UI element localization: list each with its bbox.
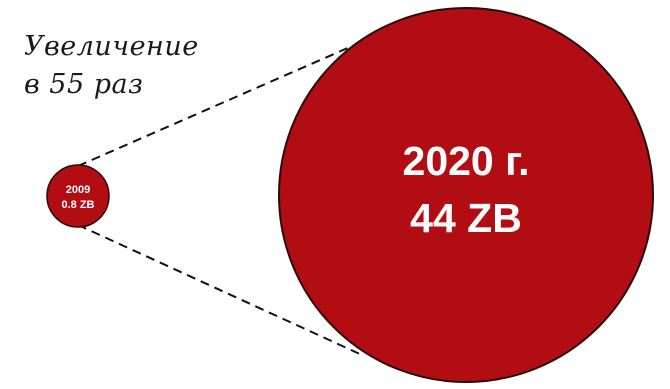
upper-connector-line [77,39,367,167]
lower-connector-line [77,224,363,356]
small-circle-year: 2009 [66,184,90,196]
big-circle-year: 2020 г. [403,138,530,184]
big-circle-2020 [278,7,654,383]
big-circle-value: 44 ZB [410,195,522,241]
small-circle-value: 0.8 ZB [61,199,94,211]
caption-line-2: в 55 раз [24,69,144,100]
caption-line-1: Увеличение [24,31,199,62]
small-circle-2009 [46,164,110,228]
growth-caption: Увеличение в 55 раз [24,28,224,104]
